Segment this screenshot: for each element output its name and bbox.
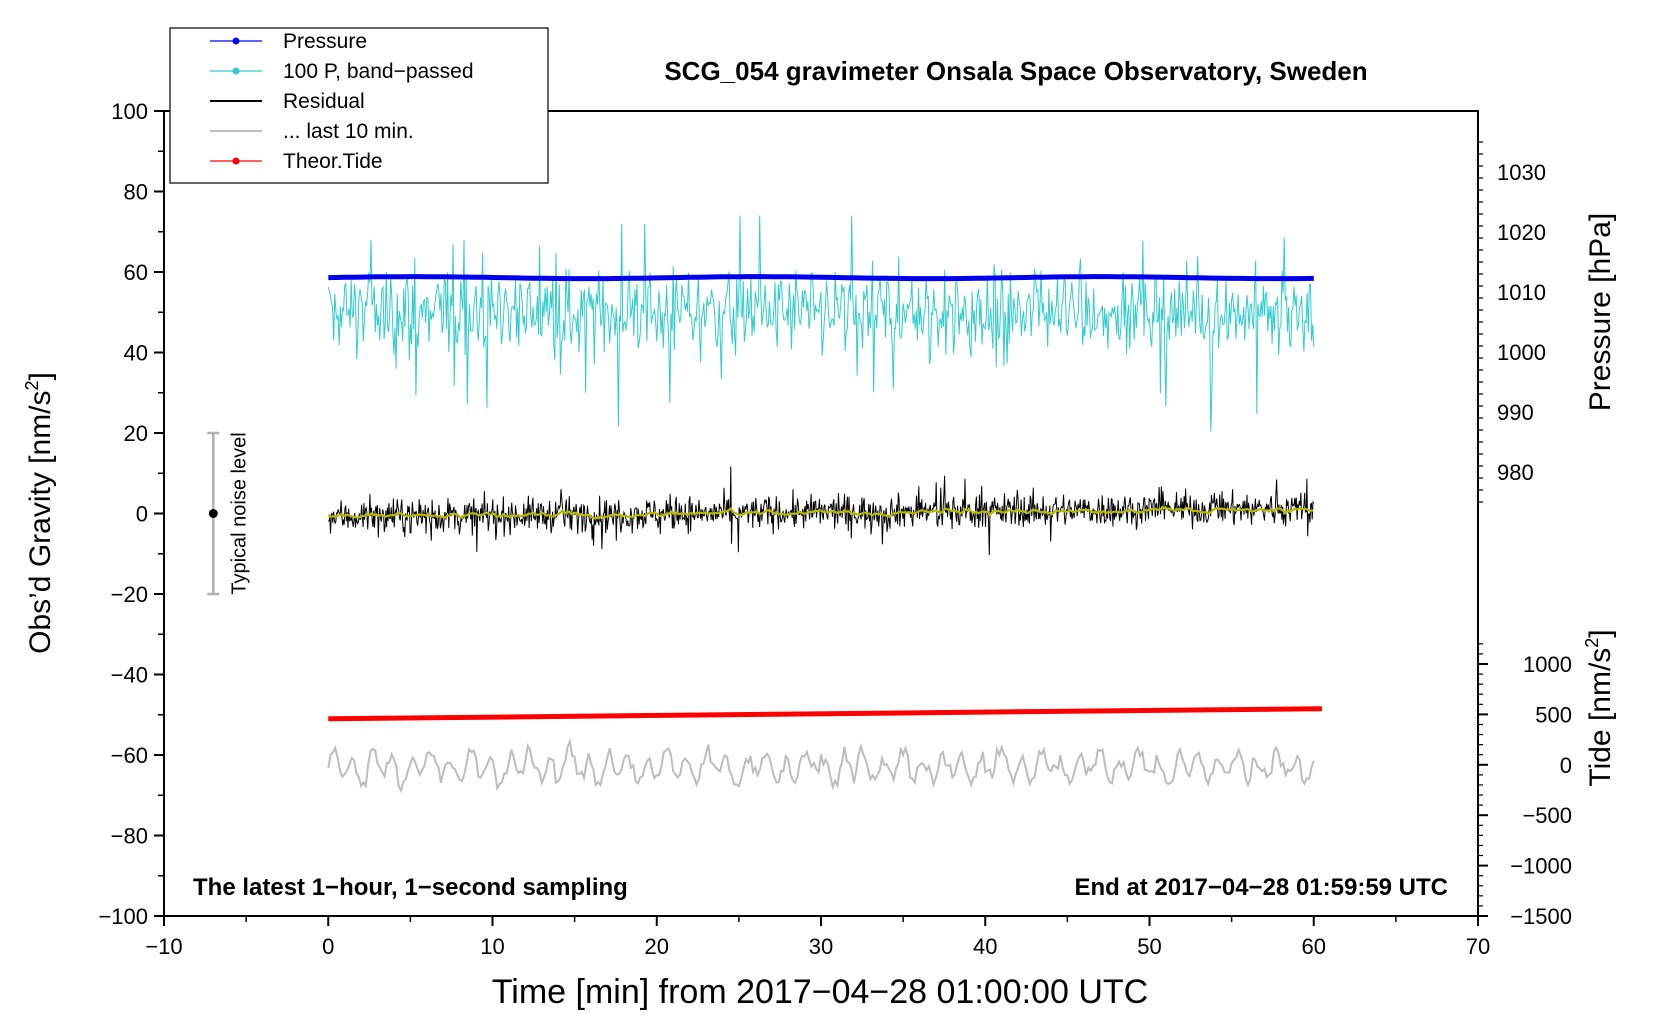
legend-label-residual: Residual bbox=[283, 90, 365, 113]
y-tick-label: −80 bbox=[111, 824, 148, 849]
y-axis-left: −100 −80 −60 −40 −20 0 20 40 60 80 100 bbox=[98, 99, 164, 929]
pressure-tick-label: 1030 bbox=[1497, 160, 1546, 185]
x-axis-label: Time [min] from 2017−04−28 01:00:00 UTC bbox=[492, 973, 1148, 1011]
tide-tick-label: −1000 bbox=[1510, 854, 1572, 879]
y-tick-label: −60 bbox=[111, 743, 148, 768]
y-axis-label-tide-end: ] bbox=[1584, 629, 1617, 637]
tide-tick-label: 0 bbox=[1560, 753, 1572, 778]
noise-bar-point bbox=[208, 509, 218, 518]
y-tick-label: −20 bbox=[111, 582, 148, 607]
tide-tick-label: −500 bbox=[1522, 803, 1572, 828]
x-tick-label: −10 bbox=[145, 934, 182, 959]
y-axis-label-pressure: Pressure [hPa] bbox=[1584, 213, 1617, 411]
pressure-tick-label: 990 bbox=[1497, 400, 1534, 425]
series-tide-line bbox=[328, 706, 1322, 722]
series-bandpassed-line bbox=[327, 215, 1315, 432]
x-tick-label: 20 bbox=[645, 934, 669, 959]
x-tick-label: 40 bbox=[973, 934, 997, 959]
legend-label-pressure: Pressure bbox=[283, 30, 367, 53]
x-tick-label: 10 bbox=[480, 934, 504, 959]
y-tick-label: 0 bbox=[136, 502, 148, 527]
y-tick-label: 100 bbox=[111, 99, 148, 124]
y-axis-label-left: Obs’d Gravity [nm/s2] bbox=[22, 372, 57, 654]
y-tick-label: −100 bbox=[98, 904, 148, 929]
x-tick-label: 60 bbox=[1302, 934, 1326, 959]
y-axis-label-left-base: Obs’d Gravity [nm/s bbox=[24, 390, 57, 653]
y-tick-label: 20 bbox=[124, 421, 148, 446]
chart-title: SCG_054 gravimeter Onsala Space Observat… bbox=[664, 56, 1367, 86]
series-last10min-line bbox=[327, 737, 1315, 794]
y-tick-label: 80 bbox=[124, 180, 148, 205]
legend-label-bandpassed: 100 P, band−passed bbox=[283, 60, 474, 83]
y-tick-label: 40 bbox=[124, 341, 148, 366]
x-tick-label: 30 bbox=[809, 934, 833, 959]
annotation-right: End at 2017−04−28 01:59:59 UTC bbox=[1074, 874, 1448, 901]
legend: Pressure 100 P, band−passed Residual ...… bbox=[169, 27, 549, 184]
y-tick-label: 60 bbox=[124, 260, 148, 285]
tide-tick-label: −1500 bbox=[1510, 904, 1572, 929]
y-axis-label-tide: Tide [nm/s2] bbox=[1582, 629, 1617, 786]
x-tick-label: 50 bbox=[1137, 934, 1161, 959]
pressure-tick-label: 1010 bbox=[1497, 280, 1546, 305]
y-tick-label: −40 bbox=[111, 663, 148, 688]
pressure-tick-label: 1020 bbox=[1497, 220, 1546, 245]
series-residual-smoothed-line bbox=[327, 505, 1314, 520]
noise-bar: Typical noise level bbox=[207, 431, 250, 596]
y-axis-label-tide-sup: 2 bbox=[1582, 638, 1602, 648]
x-tick-label: 70 bbox=[1466, 934, 1490, 959]
x-axis: −10 0 10 20 30 40 50 60 70 bbox=[145, 916, 1490, 959]
y-axis-label-tide-base: Tide [nm/s bbox=[1584, 648, 1617, 787]
legend-box bbox=[169, 27, 549, 184]
pressure-tick-label: 980 bbox=[1497, 460, 1534, 485]
legend-marker-bandpassed bbox=[232, 67, 240, 75]
legend-label-last10: ... last 10 min. bbox=[283, 120, 414, 143]
y-axis-label-left-sup: 2 bbox=[22, 380, 42, 390]
y-axis-label-left-end: ] bbox=[24, 372, 57, 380]
legend-marker-tide bbox=[232, 157, 240, 165]
y-axis-tide: −1500 −1000 −500 0 500 1000 bbox=[1477, 638, 1572, 929]
tide-tick-label: 500 bbox=[1535, 702, 1572, 727]
x-tick-label: 0 bbox=[322, 934, 334, 959]
legend-label-tide: Theor.Tide bbox=[283, 150, 383, 173]
pressure-tick-label: 1000 bbox=[1497, 340, 1546, 365]
series-residual-line bbox=[327, 466, 1315, 556]
series-pressure-line bbox=[328, 274, 1314, 282]
y-axis-pressure: 980 990 1000 1010 1020 1030 bbox=[1477, 111, 1546, 503]
legend-marker-pressure bbox=[232, 37, 240, 45]
annotation-left: The latest 1−hour, 1−second sampling bbox=[193, 874, 628, 901]
tide-tick-label: 1000 bbox=[1523, 652, 1572, 677]
noise-bar-label: Typical noise level bbox=[228, 432, 250, 594]
